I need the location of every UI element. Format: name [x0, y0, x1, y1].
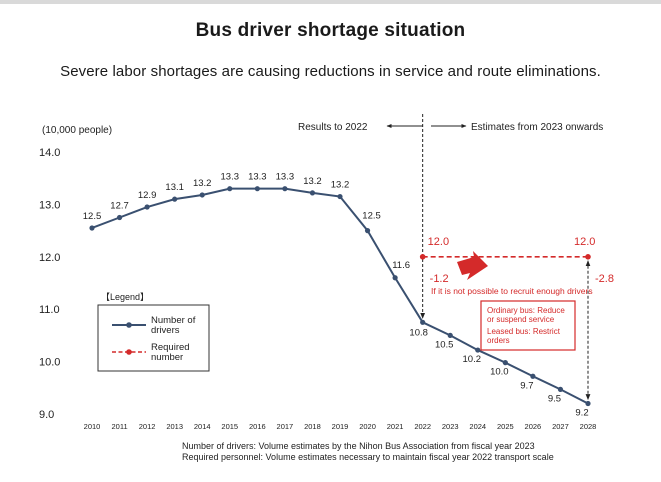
x-tick-label: 2024	[469, 422, 486, 431]
y-tick-label: 13.0	[39, 199, 60, 211]
drivers-point	[144, 204, 150, 210]
drivers-point	[392, 275, 398, 281]
drivers-point	[337, 193, 343, 200]
drivers-value-label: 12.5	[362, 211, 381, 222]
x-tick-label: 2015	[221, 422, 238, 431]
drivers-value-label: 11.6	[392, 260, 410, 271]
y-axis-title: (10,000 people)	[42, 125, 112, 136]
drivers-value-label: 13.2	[303, 176, 322, 187]
results-label: Results to 2022	[298, 122, 368, 133]
recruit-note: If it is not possible to recruit enough …	[431, 286, 593, 296]
legend-header: 【Legend】	[101, 292, 149, 302]
drivers-point	[585, 400, 591, 407]
required-label-2022: 12.0	[428, 236, 449, 248]
footnote-drivers: Number of drivers: Volume estimates by t…	[182, 441, 535, 451]
y-tick-label: 11.0	[39, 304, 60, 316]
drivers-value-label: 13.1	[165, 182, 184, 193]
drivers-point	[420, 319, 426, 325]
impact-box-line-3: Leased bus: Restrict	[487, 327, 561, 336]
drivers-point	[364, 228, 371, 234]
drivers-value-label: 9.5	[548, 393, 561, 404]
drivers-value-label: 10.2	[463, 354, 482, 365]
x-tick-label: 2019	[332, 422, 349, 431]
x-tick-label: 2023	[442, 422, 459, 431]
required-point-end	[585, 253, 591, 260]
drivers-value-label: 13.2	[331, 180, 350, 191]
shortage-arrow-icon	[457, 251, 488, 280]
top-border	[0, 0, 661, 4]
x-tick-label: 2026	[525, 422, 542, 431]
drivers-point	[475, 347, 481, 353]
x-tick-label: 2011	[111, 422, 127, 431]
drivers-point	[89, 225, 95, 231]
x-tick-label: 2022	[414, 422, 431, 431]
drivers-value-label: 12.9	[138, 190, 157, 201]
footnote-required: Required personnel: Volume estimates nec…	[182, 452, 554, 462]
required-point-start	[419, 253, 426, 260]
x-tick-label: 2028	[580, 422, 597, 431]
x-tick-label: 2021	[387, 422, 404, 431]
drivers-point	[227, 186, 233, 192]
drivers-point	[254, 186, 260, 192]
drivers-value-label: 9.7	[520, 380, 533, 391]
drivers-value-label: 12.5	[83, 211, 102, 222]
y-tick-label: 14.0	[39, 147, 60, 159]
legend-box	[97, 304, 210, 372]
drivers-value-label: 10.8	[409, 327, 428, 338]
y-tick-label: 10.0	[39, 357, 60, 369]
drivers-point	[309, 190, 316, 196]
drivers-point	[502, 360, 508, 366]
impact-box	[480, 300, 576, 351]
required-label-2028: 12.0	[574, 236, 595, 248]
x-tick-label: 2020	[359, 422, 376, 431]
x-tick-label: 2014	[194, 422, 211, 431]
y-tick-label: 12.0	[39, 252, 60, 264]
legend-drivers-label-2: drivers	[151, 325, 180, 336]
impact-box-line-2: or suspend service	[487, 315, 555, 324]
page-subtitle: Severe labor shortages are causing reduc…	[60, 63, 601, 80]
drivers-value-label: 13.3	[248, 172, 267, 183]
impact-box-line-4: orders	[487, 336, 510, 345]
page-title: Bus driver shortage situation	[195, 20, 466, 41]
drivers-point	[557, 386, 564, 392]
drivers-value-label: 13.2	[193, 178, 212, 189]
drivers-value-label: 13.3	[221, 172, 240, 183]
x-tick-label: 2010	[84, 422, 101, 431]
drivers-point	[116, 214, 123, 221]
legend-drivers-marker	[126, 322, 132, 328]
gap-label-2028: -2.8	[595, 273, 614, 285]
drivers-point	[199, 192, 205, 198]
x-tick-label: 2027	[552, 422, 569, 431]
x-tick-label: 2013	[166, 422, 183, 431]
drivers-value-label: 12.7	[110, 201, 129, 212]
drivers-value-label: 13.3	[276, 172, 295, 183]
x-tick-label: 2025	[497, 422, 514, 431]
legend-required-label-1: Required	[151, 342, 190, 353]
drivers-point	[282, 186, 288, 192]
footnotes: Number of drivers: Volume estimates by t…	[182, 441, 554, 463]
drivers-value-label: 10.0	[490, 367, 509, 378]
drivers-value-label: 10.5	[435, 339, 454, 350]
drivers-point	[172, 196, 178, 202]
x-tick-label: 2016	[249, 422, 266, 431]
legend-required-marker	[126, 349, 132, 355]
drivers-point	[530, 373, 536, 379]
legend-drivers-label-1: Number of	[151, 315, 196, 326]
estimates-label: Estimates from 2023 onwards	[471, 122, 603, 133]
gap-label-2022: -1.2	[430, 273, 449, 285]
x-tick-label: 2017	[277, 422, 294, 431]
x-tick-label: 2018	[304, 422, 321, 431]
y-tick-label: 9.0	[39, 409, 54, 421]
drivers-value-label: 9.2	[575, 408, 588, 419]
drivers-point	[447, 332, 453, 338]
legend-required-label-2: number	[151, 352, 183, 363]
impact-box-line-1: Ordinary bus: Reduce	[487, 306, 565, 315]
x-tick-label: 2012	[139, 422, 156, 431]
